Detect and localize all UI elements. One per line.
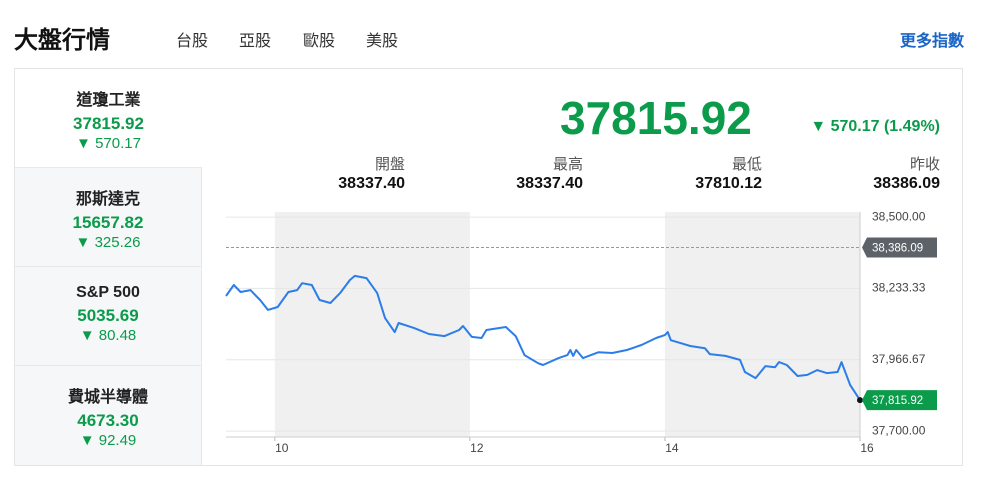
x-tick-label: 10 <box>275 441 289 455</box>
stat-label: 開盤 <box>374 156 405 173</box>
index-change-value: 92.49 <box>98 432 137 449</box>
tab[interactable]: 歐股 <box>303 33 336 50</box>
index-item[interactable]: S&P 500 5035.69 ▼ 80.48 <box>15 267 202 366</box>
price: 37815.92 <box>560 92 752 144</box>
tab[interactable]: 亞股 <box>239 33 272 50</box>
y-tick-label: 38,233.33 <box>872 281 926 295</box>
x-tick-label: 12 <box>470 441 484 455</box>
page-title: 大盤行情 <box>14 27 110 54</box>
last-label: 37,815.92 <box>872 395 923 407</box>
x-tick-label: 16 <box>860 441 874 455</box>
y-tick-label: 37,966.67 <box>872 352 926 366</box>
index-change-value: 80.48 <box>98 327 137 344</box>
stat-value: 38386.09 <box>873 175 940 192</box>
card <box>14 68 963 466</box>
index-name: 那斯達克 <box>75 191 140 208</box>
index-change-value: 325.26 <box>94 234 141 251</box>
x-tick-label: 14 <box>665 441 679 455</box>
time-band <box>274 212 470 437</box>
index-value: 5035.69 <box>77 306 139 325</box>
price-change: ▼ 570.17 (1.49%) <box>810 118 940 135</box>
stat-label: 最高 <box>552 156 583 173</box>
y-tick-label: 38,500.00 <box>872 209 926 223</box>
index-value: 4673.30 <box>77 411 139 430</box>
price-change-value: 570.17 (1.49%) <box>830 118 940 135</box>
last-tag <box>862 390 937 411</box>
ref-tag <box>862 237 937 258</box>
stat-value: 38337.40 <box>516 175 583 192</box>
ref-label: 38,386.09 <box>872 243 923 255</box>
index-change-value: 570.17 <box>95 135 141 152</box>
index-value: 37815.92 <box>73 114 144 133</box>
index-item[interactable]: 費城半導體 4673.30 ▼ 92.49 <box>15 366 202 465</box>
stat-label: 最低 <box>731 156 762 173</box>
index-item[interactable]: 道瓊工業 37815.92 ▼ 570.17 <box>15 69 202 168</box>
tab[interactable]: 美股 <box>366 33 399 50</box>
index-change: ▼ 570.17 <box>76 135 141 152</box>
index-name: S&P 500 <box>76 284 140 301</box>
y-tick-label: 37,700.00 <box>872 423 926 437</box>
more-link[interactable]: 更多指數 <box>899 33 964 50</box>
time-band <box>664 212 860 437</box>
stat-label: 昨收 <box>909 156 940 173</box>
last-point <box>857 397 863 404</box>
index-change: ▼ 92.49 <box>79 432 137 449</box>
index-item[interactable]: 那斯達克 15657.82 ▼ 325.26 <box>15 168 202 267</box>
tab[interactable]: 台股 <box>176 33 209 50</box>
index-change: ▼ 80.48 <box>79 327 137 344</box>
stat-value: 37810.12 <box>695 175 762 192</box>
index-name: 道瓊工業 <box>76 92 141 109</box>
stat-value: 38337.40 <box>338 175 405 192</box>
price-line <box>225 274 861 401</box>
index-change: ▼ 325.26 <box>75 234 141 251</box>
index-name: 費城半導體 <box>67 389 148 406</box>
index-value: 15657.82 <box>72 213 144 232</box>
